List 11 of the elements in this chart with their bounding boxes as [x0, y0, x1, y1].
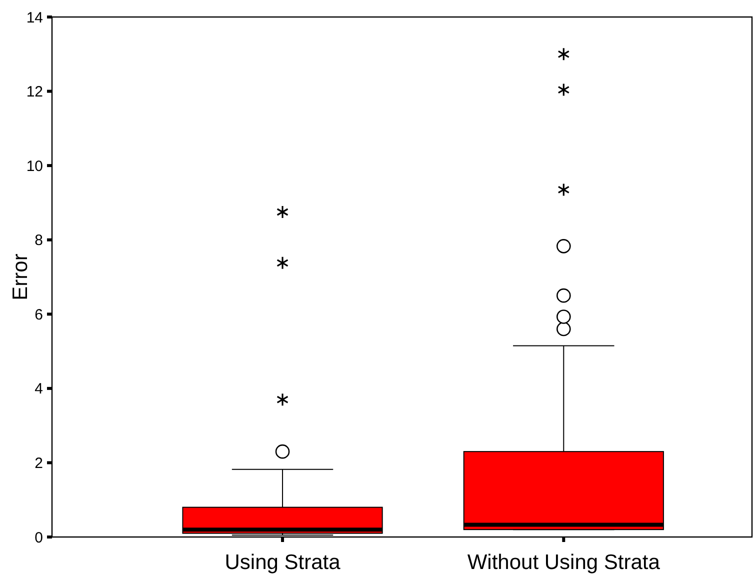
y-tick-label: 14 [26, 9, 43, 26]
y-axis-title: Error [9, 254, 32, 300]
x-tick-label: Using Strata [224, 551, 341, 574]
y-tick-label: 0 [34, 529, 43, 546]
x-tick-label: Without Using Strata [467, 551, 660, 574]
y-tick-label: 10 [26, 158, 43, 175]
y-tick-label: 12 [26, 84, 43, 101]
y-tick-label: 2 [34, 454, 43, 472]
y-tick-label: 4 [34, 380, 43, 398]
y-tick-label: 8 [34, 232, 43, 250]
y-tick-label: 6 [34, 306, 43, 324]
